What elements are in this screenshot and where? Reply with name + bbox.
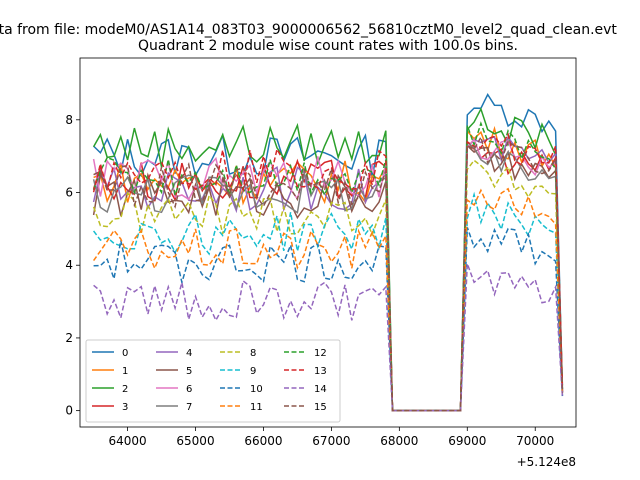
- legend-entry-label: 11: [250, 402, 263, 413]
- y-tick-label: 0: [65, 404, 73, 418]
- series-line-10: [93, 227, 564, 412]
- series-line-3: [92, 140, 564, 412]
- y-tick-label: 4: [65, 258, 73, 272]
- y-tick-label: 2: [65, 331, 73, 345]
- x-tick-label: 67000: [312, 434, 350, 448]
- legend-entry-label: 12: [314, 348, 327, 359]
- series-line-15: [93, 135, 564, 412]
- y-axis-ticks: 0 2 4 6 8: [65, 113, 80, 418]
- series-line-0: [93, 92, 564, 412]
- y-tick-label: 8: [65, 113, 73, 127]
- legend-entry-label: 7: [186, 402, 192, 413]
- legend-box: [85, 339, 341, 423]
- x-tick-label: 68000: [380, 434, 418, 448]
- legend-entry-label: 2: [122, 384, 128, 395]
- series-line-12: [92, 121, 564, 412]
- legend-entry-label: 13: [314, 366, 327, 377]
- figure-suptitle: ata from file: modeM0/AS1A14_083T03_9000…: [0, 22, 617, 38]
- series-line-8: [92, 159, 564, 412]
- legend-entry-label: 5: [186, 366, 192, 377]
- legend-entry-label: 8: [250, 348, 256, 359]
- plot-frame: [79, 57, 577, 428]
- legend-entry-label: 3: [122, 402, 128, 413]
- legend-entry-label: 10: [250, 384, 263, 395]
- legend-entry-label: 14: [314, 384, 327, 395]
- x-tick-label: 66000: [244, 434, 282, 448]
- x-tick-label: 65000: [176, 434, 214, 448]
- legend-entry-label: 15: [314, 402, 327, 413]
- series-line-13: [92, 132, 564, 412]
- x-tick-label: 64000: [108, 434, 146, 448]
- legend-entry-label: 4: [186, 348, 192, 359]
- series-line-2: [92, 107, 564, 412]
- x-axis-ticks: 64000 65000 66000 67000 68000 69000 70000: [108, 427, 554, 448]
- x-tick-label: 70000: [516, 434, 554, 448]
- x-offset-label: +5.124e8: [517, 455, 576, 469]
- series-lines: [92, 92, 564, 412]
- legend-entry-label: 6: [186, 384, 192, 395]
- series-line-9: [92, 191, 564, 412]
- legend-entry-label: 0: [122, 348, 128, 359]
- series-line-7: [92, 140, 564, 412]
- legend-entry-label: 1: [122, 366, 128, 377]
- series-line-14: [93, 263, 564, 412]
- x-tick-label: 69000: [448, 434, 486, 448]
- legend-entry-label: 9: [250, 366, 256, 377]
- y-tick-label: 6: [65, 186, 73, 200]
- chart-title: Quadrant 2 module wise count rates with …: [138, 38, 518, 54]
- series-line-11: [92, 187, 564, 412]
